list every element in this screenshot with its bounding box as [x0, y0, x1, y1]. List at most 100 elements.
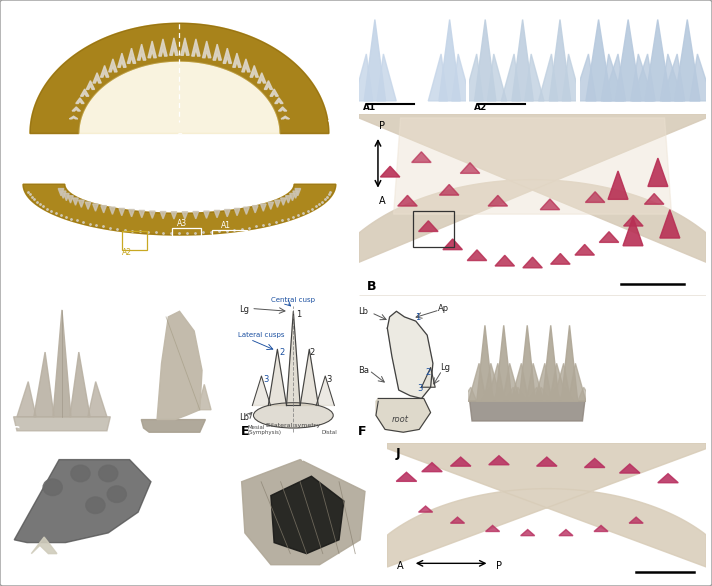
Polygon shape: [148, 41, 157, 58]
Polygon shape: [460, 163, 480, 173]
Polygon shape: [451, 457, 471, 466]
Text: root: root: [392, 415, 409, 424]
Polygon shape: [495, 255, 515, 266]
Ellipse shape: [107, 486, 127, 502]
Text: D: D: [328, 42, 335, 52]
Polygon shape: [268, 202, 273, 209]
Text: A: A: [75, 555, 81, 564]
Polygon shape: [286, 196, 291, 203]
Polygon shape: [600, 231, 619, 243]
Text: C: C: [10, 425, 19, 438]
Text: P: P: [165, 555, 171, 564]
Polygon shape: [17, 381, 36, 417]
Polygon shape: [241, 459, 365, 565]
Polygon shape: [525, 54, 544, 101]
Polygon shape: [85, 202, 91, 209]
Polygon shape: [359, 114, 706, 263]
Polygon shape: [192, 39, 200, 56]
Text: F: F: [357, 425, 366, 438]
Polygon shape: [23, 184, 336, 235]
Polygon shape: [159, 39, 167, 56]
Polygon shape: [512, 19, 533, 101]
Polygon shape: [14, 459, 151, 543]
Polygon shape: [278, 107, 287, 111]
Polygon shape: [540, 199, 560, 210]
Polygon shape: [520, 530, 535, 536]
Polygon shape: [619, 464, 640, 473]
Polygon shape: [182, 212, 188, 219]
Polygon shape: [577, 387, 593, 401]
Polygon shape: [250, 66, 258, 77]
Text: D: D: [125, 425, 136, 438]
Polygon shape: [511, 363, 528, 401]
Text: Bilateral symetry: Bilateral symetry: [266, 423, 320, 428]
Text: Lb: Lb: [239, 413, 248, 421]
Polygon shape: [295, 189, 300, 196]
Polygon shape: [293, 191, 298, 198]
Polygon shape: [394, 118, 671, 214]
Polygon shape: [58, 189, 64, 196]
Polygon shape: [169, 38, 178, 55]
Text: Ba: Ba: [357, 366, 369, 375]
Polygon shape: [512, 387, 527, 401]
Text: E: E: [241, 425, 249, 438]
Polygon shape: [451, 517, 464, 523]
Polygon shape: [88, 381, 107, 417]
Polygon shape: [559, 387, 574, 401]
Polygon shape: [439, 19, 460, 101]
Polygon shape: [451, 54, 471, 101]
Polygon shape: [137, 44, 146, 60]
Polygon shape: [526, 363, 544, 401]
Polygon shape: [181, 38, 189, 55]
Text: 3: 3: [326, 374, 332, 384]
Polygon shape: [519, 325, 535, 401]
Polygon shape: [109, 59, 117, 72]
Polygon shape: [468, 363, 486, 401]
Polygon shape: [224, 210, 230, 217]
Polygon shape: [271, 476, 344, 554]
Polygon shape: [474, 19, 496, 101]
Polygon shape: [419, 506, 433, 512]
Polygon shape: [631, 54, 654, 101]
Polygon shape: [658, 473, 679, 483]
Polygon shape: [553, 363, 571, 401]
Polygon shape: [488, 456, 509, 465]
Polygon shape: [117, 53, 126, 67]
Ellipse shape: [253, 403, 333, 428]
Text: Lg: Lg: [239, 305, 248, 314]
Polygon shape: [496, 325, 512, 401]
Polygon shape: [561, 325, 577, 401]
Polygon shape: [157, 311, 202, 420]
Polygon shape: [488, 195, 508, 206]
Text: Lg: Lg: [440, 363, 450, 372]
Polygon shape: [503, 363, 520, 401]
Polygon shape: [546, 387, 561, 401]
Polygon shape: [234, 209, 240, 216]
Polygon shape: [70, 352, 90, 417]
Polygon shape: [242, 59, 250, 72]
Polygon shape: [585, 192, 605, 202]
Polygon shape: [594, 526, 608, 532]
Polygon shape: [419, 221, 438, 231]
Polygon shape: [23, 184, 336, 235]
Polygon shape: [550, 254, 570, 264]
Text: A2: A2: [122, 248, 132, 257]
Bar: [413, 212, 454, 247]
Polygon shape: [354, 54, 373, 101]
Polygon shape: [439, 185, 459, 195]
Polygon shape: [559, 530, 573, 536]
Polygon shape: [467, 250, 487, 261]
Text: A1: A1: [363, 103, 377, 113]
Text: Distal: Distal: [322, 430, 337, 435]
Polygon shape: [139, 210, 145, 217]
Polygon shape: [422, 462, 442, 472]
Polygon shape: [100, 66, 109, 77]
Polygon shape: [275, 200, 281, 207]
Polygon shape: [397, 472, 417, 481]
Polygon shape: [504, 387, 519, 401]
Text: A: A: [302, 453, 308, 463]
Polygon shape: [364, 19, 386, 101]
Ellipse shape: [43, 479, 63, 496]
Polygon shape: [675, 19, 700, 101]
Polygon shape: [586, 19, 611, 101]
